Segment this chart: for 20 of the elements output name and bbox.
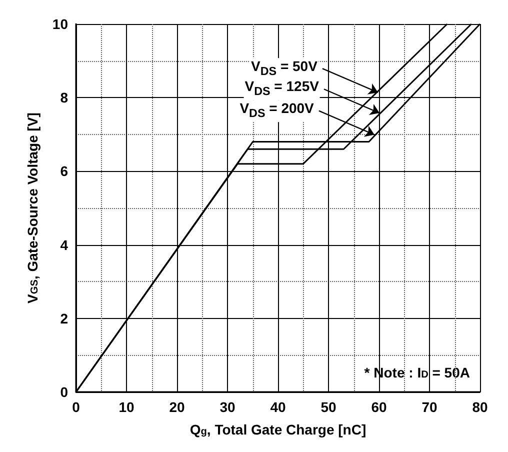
y-tick-label: 8 — [60, 90, 68, 106]
annotation: V$_{DS}$ = 125V — [244, 78, 320, 100]
x-axis-title: Qg, Total Gate Charge [nC] — [190, 421, 366, 438]
x-tick-label: 50 — [320, 399, 336, 415]
x-tick-label: 70 — [422, 399, 438, 415]
x-tick-label: 80 — [472, 399, 488, 415]
y-tick-label: 6 — [60, 163, 68, 180]
x-tick-label: 60 — [371, 399, 387, 415]
x-tick-label: 30 — [220, 399, 236, 415]
y-tick-label: 2 — [60, 310, 68, 326]
y-tick-label: 10 — [52, 16, 68, 32]
x-tick-label: 0 — [72, 399, 80, 415]
annotation: V$_{DS}$ = 200V — [238, 100, 315, 122]
annotation: V$_{DS}$ = 50V — [250, 58, 318, 80]
x-tick-label: 40 — [270, 399, 286, 415]
x-tick-label: 10 — [118, 399, 134, 415]
x-tick-label: 20 — [169, 399, 185, 415]
y-tick-label: 0 — [60, 384, 68, 400]
y-tick-label: 4 — [60, 236, 68, 253]
y-axis-title: VGS, Gate-Source Voltage [V] — [24, 112, 41, 304]
